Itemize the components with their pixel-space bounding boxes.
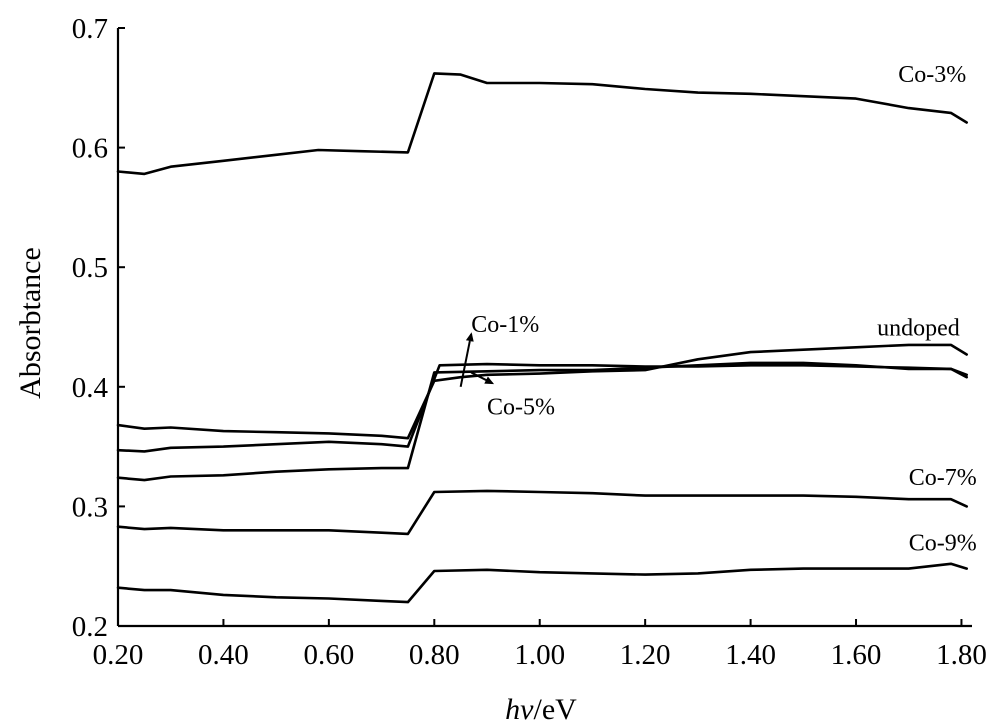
y-tick-label: 0.3 [72,491,108,523]
annotation-arrow-co-5pct [470,371,495,385]
x-tick-label: 0.80 [409,639,460,671]
y-tick-label: 0.4 [72,372,109,404]
series-line-co-3pct [116,72,968,176]
y-tick-label: 0.5 [72,252,108,284]
y-tick-label: 0.6 [72,133,108,165]
series-line-undoped [116,343,968,440]
annotation-layer: Co-1% Co-5% [459,312,555,420]
y-tick-label: 0.2 [72,611,108,643]
y-axis-title: Absorbtance [14,247,47,399]
x-tick-label: 1.60 [831,639,882,671]
x-tick-label: 0.40 [198,639,249,671]
x-axis-title-unit: /eV [534,693,578,726]
x-tick-label: 1.80 [936,639,987,671]
series-line-co-9pct [116,562,968,604]
series-line-co-5pct [116,361,968,482]
series-layer: Co-3% undoped Co-7% Co-9% [116,62,977,604]
y-tick-label: 0.7 [72,13,108,45]
series-label-co-7pct: Co-7% [909,465,977,491]
series-line-co-7pct [116,489,968,536]
x-tick-label: 0.20 [93,639,144,671]
annotation-arrow-co-1pct [459,332,474,387]
series-label-co-9pct: Co-9% [909,531,977,557]
x-axis-title: hv/eV [505,693,577,726]
x-tick-label: 1.20 [620,639,671,671]
series-label-co-3pct: Co-3% [898,62,966,88]
axes: 0.2 0.3 0.4 0.5 0.6 0.7 0.20 0.40 0.60 0.80 1.00 1.… [72,13,987,671]
x-tick-label: 0.60 [303,639,354,671]
x-tick-label: 1.40 [725,639,776,671]
x-tick-label: 1.00 [514,639,565,671]
x-axis-title-variable: hv [505,693,534,726]
series-label-undoped: undoped [877,315,960,341]
series-line-co-1pct [116,362,968,453]
annotation-label-co-1pct: Co-1% [471,312,539,338]
annotation-label-co-5pct: Co-5% [487,394,555,420]
